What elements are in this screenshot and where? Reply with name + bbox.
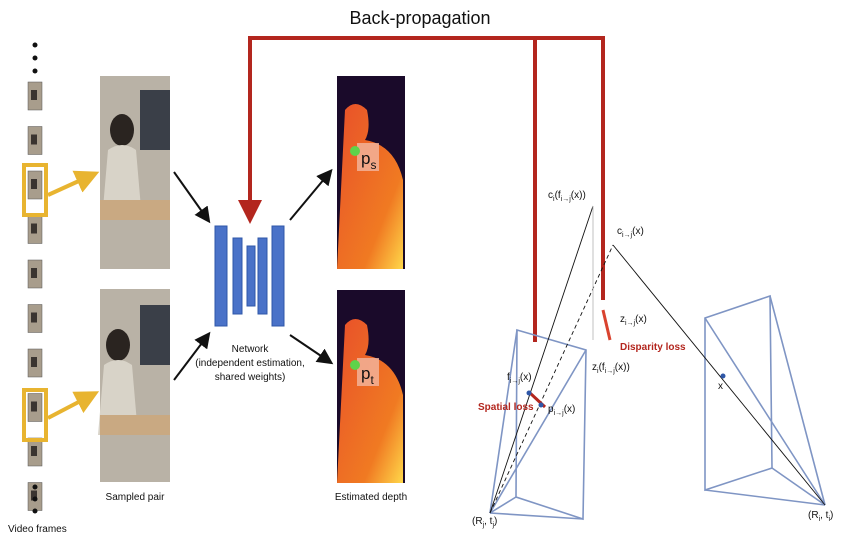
caption: Estimated depth xyxy=(335,492,407,503)
label-part: x xyxy=(718,381,723,392)
label-part: (R xyxy=(472,516,483,527)
label-part: i→j xyxy=(561,196,572,203)
geometry xyxy=(490,296,825,519)
ellipsis-dot xyxy=(33,509,38,514)
ellipsis-dot xyxy=(33,43,38,48)
network xyxy=(215,226,284,326)
label-part: (x)) xyxy=(615,362,630,373)
caption: Network xyxy=(232,344,270,355)
depth-maps xyxy=(337,76,405,483)
label-part: (x) xyxy=(635,314,647,325)
label-part: s xyxy=(370,158,376,172)
label-part: i→j xyxy=(625,320,636,327)
label: pi→j(x) xyxy=(548,404,575,417)
frame-thumb xyxy=(31,224,37,234)
label: (Ri, ti) xyxy=(808,510,833,523)
label-part: p xyxy=(361,364,370,383)
diagram: Back-propagation Video frames Sampled pa… xyxy=(0,0,841,537)
label-part: i→j xyxy=(605,368,616,375)
label-part: (x) xyxy=(520,372,532,383)
label-part: , t xyxy=(820,510,829,521)
label-part: p xyxy=(361,149,370,168)
label-part: i→j xyxy=(622,232,633,239)
ellipsis-dot xyxy=(33,56,38,61)
label: zi(fi→j(x)) xyxy=(592,362,630,375)
label-part: ) xyxy=(830,510,833,521)
ellipsis-dot xyxy=(33,485,38,490)
label-part: , t xyxy=(484,516,493,527)
label-part: (R xyxy=(808,510,819,521)
loss-label: Disparity loss xyxy=(620,342,686,353)
ellipsis-dot xyxy=(33,69,38,74)
title: Back-propagation xyxy=(349,8,490,28)
label-part: i→j xyxy=(554,410,565,417)
caption: shared weights) xyxy=(215,372,286,383)
label-part: (x) xyxy=(564,404,576,415)
label-part: (x) xyxy=(632,226,644,237)
label: (Rj, tj) xyxy=(472,516,497,529)
label: zi→j(x) xyxy=(620,314,647,327)
rays xyxy=(490,206,825,513)
label: x xyxy=(718,381,723,392)
label: ci(fi→j(x)) xyxy=(548,190,586,203)
label: ci→j(x) xyxy=(617,226,644,239)
ellipsis-dot xyxy=(33,497,38,502)
frame-thumb xyxy=(31,268,37,278)
frame-thumb xyxy=(31,446,37,456)
caption: (independent estimation, xyxy=(195,358,305,369)
frame-thumb xyxy=(31,135,37,145)
frames xyxy=(28,43,42,514)
label-part: ) xyxy=(494,516,497,527)
caption: Video frames xyxy=(8,524,67,535)
frame-thumb xyxy=(31,357,37,367)
frame-thumb xyxy=(31,90,37,100)
caption: Sampled pair xyxy=(106,492,166,503)
label-part: i→j xyxy=(510,378,521,385)
photos xyxy=(98,76,170,482)
frame-thumb xyxy=(31,402,37,412)
frame-thumb xyxy=(31,179,37,189)
label-part: (x)) xyxy=(571,190,586,201)
loss-label: Spatial loss xyxy=(478,402,534,413)
frame-thumb xyxy=(31,313,37,323)
